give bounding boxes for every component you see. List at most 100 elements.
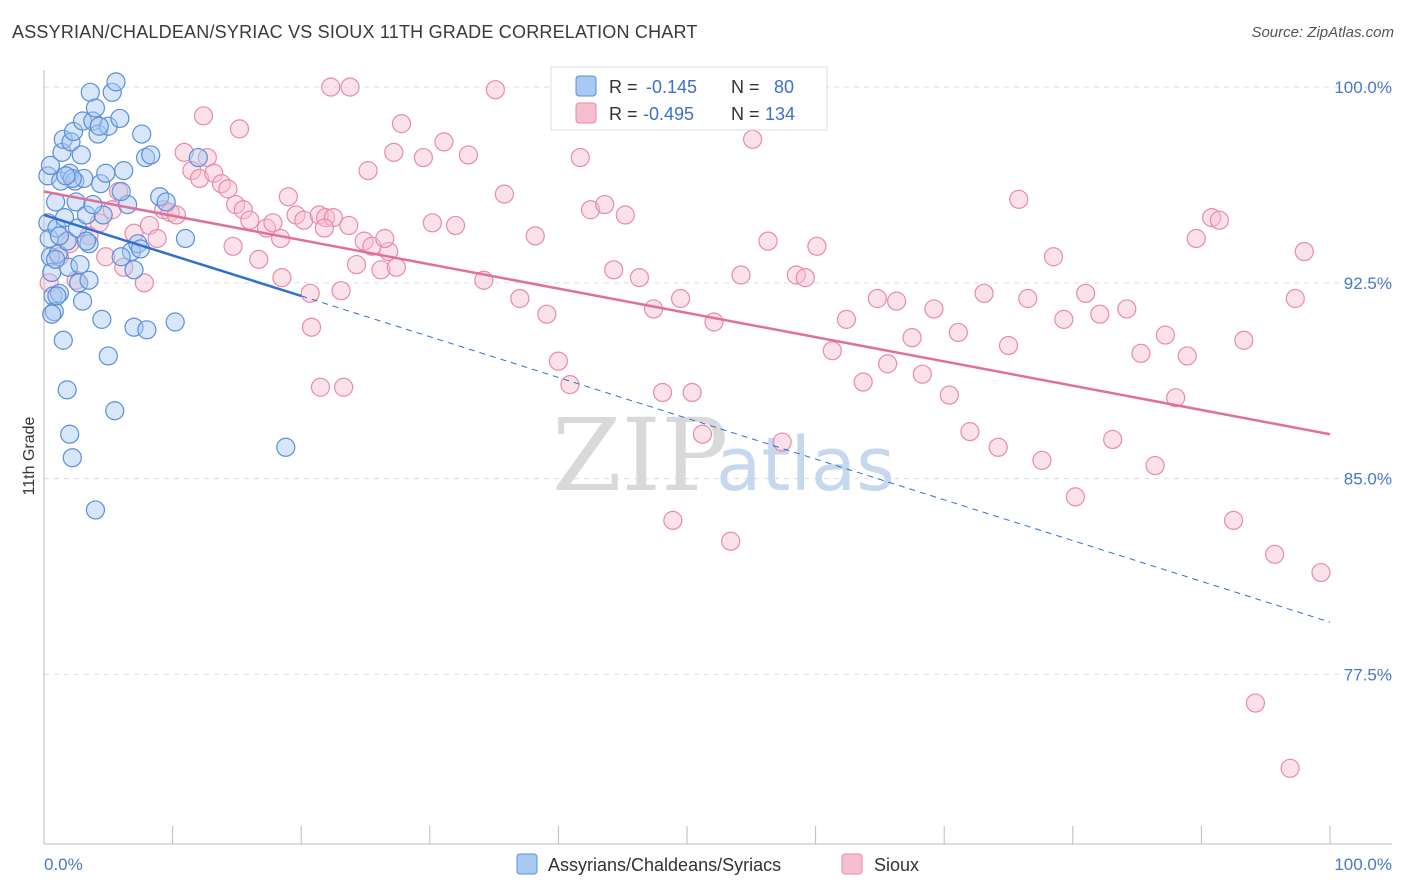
y-tick-label: 92.5% — [1344, 274, 1392, 293]
sioux-point — [321, 77, 341, 97]
sioux-point — [134, 273, 154, 293]
x-ticks — [43, 826, 1331, 844]
assyrian-point — [53, 330, 73, 350]
sioux-point — [867, 288, 887, 309]
sioux-point — [615, 205, 635, 225]
assyrian-point — [56, 166, 76, 186]
sioux-point — [939, 385, 959, 405]
sioux-point — [1117, 299, 1137, 319]
sioux-point — [272, 268, 292, 288]
sioux-point — [1265, 544, 1285, 564]
assyrian-point — [89, 116, 109, 136]
sioux-point — [1145, 455, 1165, 476]
sioux-point — [301, 317, 322, 337]
assyrian-point — [124, 260, 144, 280]
assyrian-point — [98, 346, 118, 366]
sioux-point — [485, 80, 505, 100]
assyrian-point — [175, 228, 196, 249]
chart-title: ASSYRIAN/CHALDEAN/SYRIAC VS SIOUX 11TH G… — [12, 22, 698, 42]
assyrian-point — [85, 98, 106, 118]
sioux-point — [494, 184, 514, 204]
legend-r-value: -0.495 — [643, 104, 694, 124]
sioux-point — [147, 228, 167, 249]
y-axis-title: 11th Grade — [21, 416, 38, 495]
assyrian-trend-line — [43, 213, 302, 298]
sioux-point — [204, 163, 224, 183]
assyrian-point — [70, 254, 90, 275]
sioux-point — [742, 129, 763, 149]
axes — [43, 70, 1392, 845]
sioux-point — [960, 422, 980, 442]
sioux-point — [240, 210, 260, 230]
sioux-point — [836, 309, 857, 329]
sioux-trend-line — [43, 190, 1331, 436]
y-tick-label: 85.0% — [1344, 470, 1392, 489]
sioux-point — [294, 210, 314, 230]
sioux-point — [384, 142, 404, 162]
sioux-point — [1032, 450, 1052, 470]
legend-r-label: R = — [609, 77, 638, 97]
source-credit: Source: ZipAtlas.com — [1251, 24, 1394, 41]
assyrian-point — [49, 283, 70, 303]
sioux-point — [96, 247, 116, 267]
sioux-point — [510, 288, 530, 309]
sioux-point — [663, 510, 683, 530]
assyrian-point — [137, 320, 157, 340]
legend-n-value: 80 — [774, 77, 794, 97]
assyrian-point — [62, 448, 82, 468]
sioux-point — [218, 179, 238, 199]
assyrian-point — [111, 181, 131, 202]
legend-bottom: Assyrians/Chaldeans/Syriacs Sioux — [516, 853, 919, 875]
x-tick-label-min: 0.0% — [44, 855, 83, 874]
sioux-point — [853, 372, 873, 392]
sioux-point — [316, 208, 336, 228]
sioux-point — [1054, 309, 1074, 329]
sioux-point — [422, 213, 442, 233]
sioux-point — [580, 200, 601, 220]
sioux-points — [39, 77, 1331, 778]
assyrian-point — [49, 226, 70, 246]
sioux-point — [339, 215, 359, 236]
assyrian-point — [106, 72, 126, 92]
assyrian-point — [72, 291, 93, 311]
sioux-point — [233, 200, 253, 220]
assyrian-point — [96, 163, 116, 183]
sioux-point — [721, 531, 741, 551]
assyrian-point — [111, 247, 131, 267]
sioux-point — [1131, 343, 1151, 363]
sioux-point — [223, 236, 243, 256]
sioux-point — [887, 291, 907, 311]
sioux-point — [249, 249, 269, 269]
assyrian-point — [102, 82, 122, 102]
watermark-atlas: atlas — [716, 422, 895, 508]
assyrian-point — [53, 129, 73, 149]
sioux-point — [988, 437, 1008, 457]
legend-swatch-blue — [575, 75, 597, 97]
legend-box — [550, 66, 828, 131]
sioux-point — [548, 351, 569, 371]
assyrian-point — [40, 247, 61, 267]
assyrian-point — [165, 312, 185, 332]
sioux-point — [670, 288, 691, 309]
sioux-point — [174, 142, 194, 162]
legend-top: R = -0.145 N = 80 R = -0.495 N = 134 — [550, 66, 828, 131]
sioux-point — [998, 335, 1019, 356]
sioux-point — [1155, 325, 1175, 345]
assyrian-point — [79, 270, 99, 290]
sioux-point — [334, 377, 354, 397]
assyrian-point — [156, 192, 176, 212]
sioux-point — [391, 114, 412, 134]
y-tick-label: 100.0% — [1334, 78, 1392, 97]
sioux-point — [1294, 241, 1314, 262]
assyrian-point — [71, 145, 91, 165]
sioux-point — [1065, 487, 1085, 507]
watermark-zip: ZIP — [552, 397, 728, 514]
assyrian-point — [44, 301, 64, 322]
sioux-point — [629, 268, 650, 288]
assyrian-points — [38, 72, 296, 520]
sioux-point — [211, 174, 232, 194]
assyrian-point — [76, 231, 97, 251]
assyrian-point — [132, 124, 152, 144]
sioux-point — [948, 322, 968, 343]
